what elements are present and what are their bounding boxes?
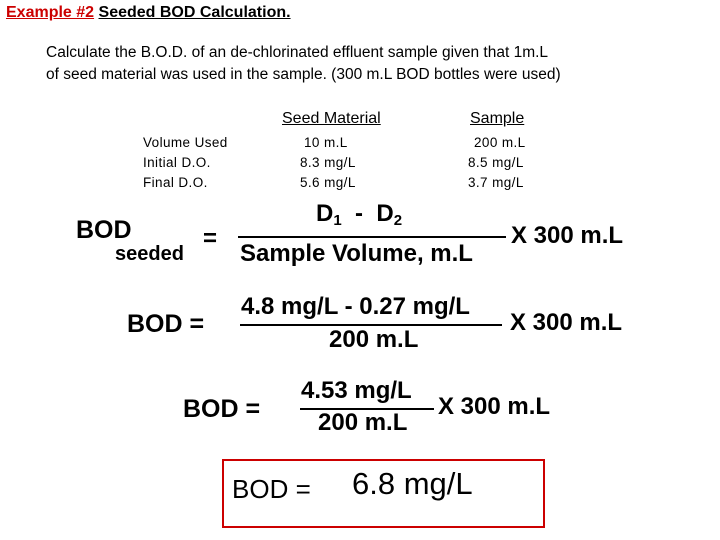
page-title: Example #2 Seeded BOD Calculation. — [6, 4, 291, 22]
header-seed-material: Seed Material — [282, 110, 381, 127]
sample-final-do: 3.7 mg/L — [468, 175, 524, 190]
formula-bod-label: BOD — [76, 216, 132, 244]
formula-multiplier: X 300 m.L — [511, 222, 624, 249]
step2-denominator: 200 m.L — [318, 409, 408, 436]
step1-numerator: 4.8 mg/L - 0.27 mg/L — [241, 293, 470, 320]
d1-subscript: 1 — [333, 212, 342, 229]
formula-fraction-bar — [238, 236, 506, 238]
example-label: Example #2 — [6, 4, 95, 21]
formula-numerator: D1 - D2 — [316, 200, 402, 229]
result-value: 6.8 mg/L — [352, 466, 473, 501]
result-lhs: BOD = — [232, 474, 311, 504]
problem-line-2: of seed material was used in the sample.… — [46, 66, 561, 83]
step1-denominator: 200 m.L — [329, 326, 419, 353]
row-label-initial: Initial D.O. — [143, 155, 211, 170]
seed-volume: 10 m.L — [304, 135, 348, 150]
formula-denominator: Sample Volume, m.L — [240, 240, 473, 267]
step1-fraction-bar — [240, 324, 502, 326]
problem-line-1: Calculate the B.O.D. of an de-chlorinate… — [46, 44, 549, 61]
step2-fraction-bar — [300, 408, 434, 410]
header-sample: Sample — [470, 110, 525, 127]
formula-equals: = — [203, 225, 218, 252]
minus-sign: - — [355, 200, 364, 227]
formula-seeded-subscript: seeded — [115, 243, 184, 265]
seed-final-do: 5.6 mg/L — [300, 175, 356, 190]
title-text: Seeded BOD Calculation. — [98, 4, 291, 21]
d2-symbol: D — [376, 200, 394, 227]
row-label-final: Final D.O. — [143, 175, 208, 190]
d1-symbol: D — [316, 200, 334, 227]
step1-lhs: BOD = — [127, 310, 205, 338]
step2-lhs: BOD = — [183, 395, 261, 423]
step2-multiplier: X 300 m.L — [438, 393, 551, 420]
seed-initial-do: 8.3 mg/L — [300, 155, 356, 170]
row-label-volume: Volume Used — [143, 135, 228, 150]
step1-multiplier: X 300 m.L — [510, 309, 623, 336]
sample-initial-do: 8.5 mg/L — [468, 155, 524, 170]
problem-statement: Calculate the B.O.D. of an de-chlorinate… — [46, 42, 561, 86]
step2-numerator: 4.53 mg/L — [301, 377, 412, 404]
result-box — [222, 459, 545, 528]
sample-volume: 200 m.L — [474, 135, 526, 150]
d2-subscript: 2 — [393, 212, 403, 229]
